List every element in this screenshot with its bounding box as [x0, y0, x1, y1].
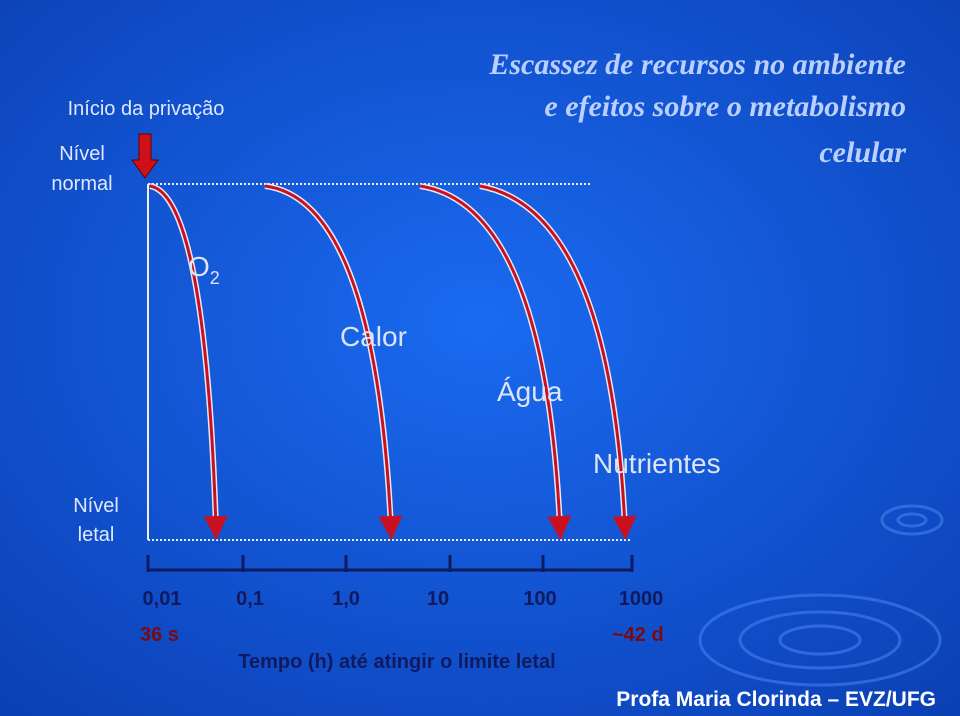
level-label: letal [78, 524, 115, 546]
curve [264, 184, 403, 540]
curve-label: Água [497, 376, 563, 407]
title-line: e efeitos sobre o metabolismo [544, 90, 906, 123]
tick-label: 10 [427, 588, 449, 610]
level-label: normal [51, 173, 112, 195]
tick-label: 0,01 [143, 588, 182, 610]
tick-label: 100 [523, 588, 556, 610]
title-line: celular [819, 136, 906, 169]
curve [149, 184, 228, 540]
water-ripples [698, 504, 944, 687]
curve [479, 184, 637, 540]
curve [419, 184, 572, 540]
footer: Profa Maria Clorinda – EVZ/UFG [616, 688, 936, 711]
curve-label: Calor [340, 321, 407, 352]
start-label: Início da privação [68, 98, 225, 120]
time-axis [146, 555, 634, 572]
tick-label: 0,1 [236, 588, 264, 610]
start-arrow [131, 133, 159, 179]
curve-label-base: O [188, 251, 210, 282]
level-label: Nível [73, 495, 119, 517]
curve-label-subscript: 2 [210, 268, 220, 288]
level-label: Nível [59, 143, 105, 165]
axis-title: Tempo (h) até atingir o limite letal [238, 651, 555, 673]
curve-label: O2 [188, 251, 220, 288]
tick-label: 1000 [619, 588, 664, 610]
axis-note: 36 s [140, 624, 179, 646]
decline-curves [149, 183, 637, 540]
title-line: Escassez de recursos no ambiente [488, 48, 906, 81]
curve-label: Nutrientes [593, 448, 721, 479]
axis-note: ~42 d [612, 624, 664, 646]
tick-label: 1,0 [332, 588, 360, 610]
